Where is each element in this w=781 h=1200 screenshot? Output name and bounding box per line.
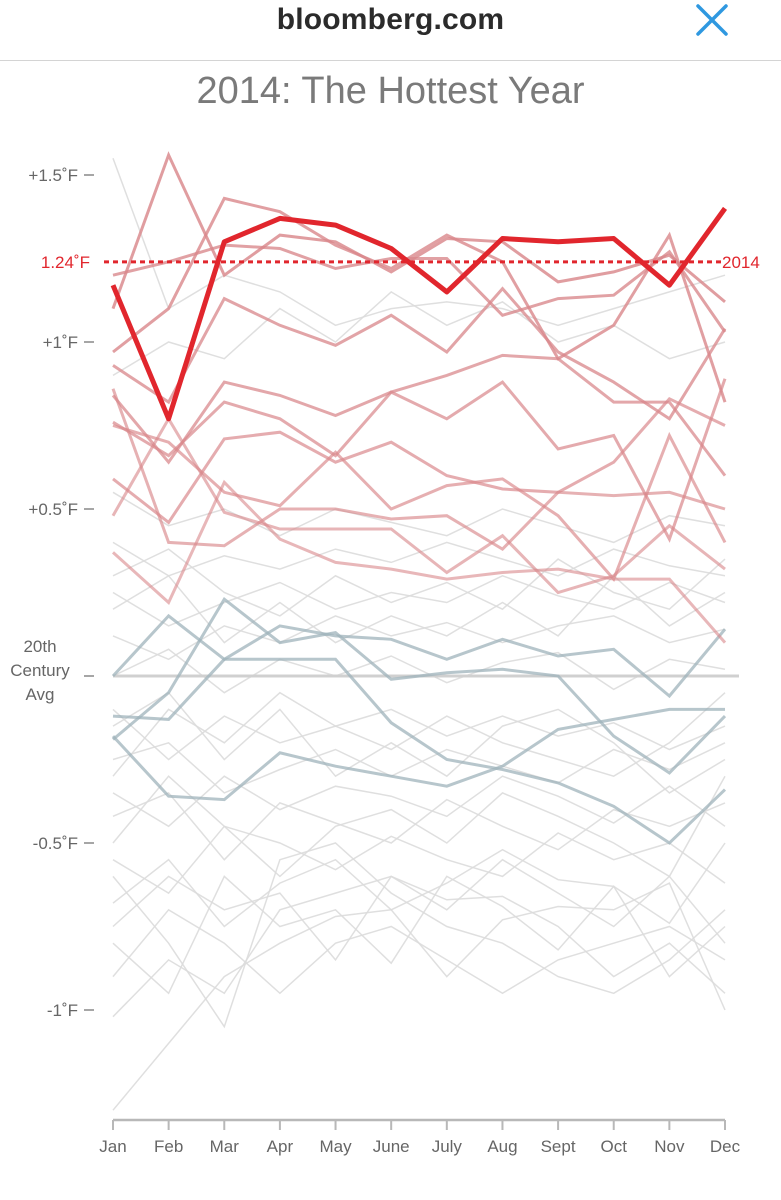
series-line-background [112, 691, 726, 778]
reference-value-label: 1.24˚F [41, 253, 90, 272]
x-tick-label: May [319, 1137, 352, 1156]
x-tick-label: Sept [541, 1137, 576, 1156]
series-line-warm [111, 415, 726, 595]
series-line-background [112, 691, 726, 794]
series-line-warm [111, 353, 727, 477]
series-line-background [112, 741, 726, 794]
series-end-label-2014: 2014 [722, 253, 760, 272]
x-tick-label: Aug [487, 1137, 517, 1156]
series-line-background [112, 842, 726, 1029]
series-line-cool [112, 657, 727, 845]
series-line-background [112, 158, 726, 327]
series-line-background [112, 708, 726, 761]
series-line-warm [112, 396, 726, 525]
close-button[interactable] [694, 2, 730, 38]
series-line-warm [112, 286, 727, 421]
series-line-cool [112, 596, 727, 775]
series-line-background [112, 858, 726, 962]
series-line-background [112, 875, 726, 1018]
series-line-warm [112, 196, 727, 403]
x-tick-label: Mar [210, 1137, 240, 1156]
x-tick-label: Feb [154, 1137, 183, 1156]
series-line-background [112, 648, 726, 694]
series-line-background [112, 842, 726, 928]
x-tick-label: Dec [710, 1137, 741, 1156]
series-line-background [112, 615, 726, 661]
x-tick-label: Nov [654, 1137, 685, 1156]
series-line-cool [111, 707, 725, 802]
series-line-background [112, 908, 726, 995]
x-tick-label: Apr [267, 1137, 294, 1156]
series-line-background [112, 574, 726, 627]
x-tick-label: July [432, 1137, 463, 1156]
x-tick-label: Oct [601, 1137, 628, 1156]
y-tick-label: +0.5˚F [28, 500, 78, 519]
top-bar: bloomberg.com [0, 0, 781, 61]
y-tick-label: 20th Century Avg [10, 637, 70, 704]
series-line-warm [111, 479, 727, 644]
y-tick-label: -1˚F [47, 1001, 78, 1020]
chart-title: 2014: The Hottest Year [196, 70, 585, 112]
line-chart: 1.24˚F 2014 +1.5˚F +1˚F +0.5˚F 20th Century Avg… [10, 151, 760, 1156]
series-line-warm [112, 424, 727, 582]
series-line-2014 [110, 206, 728, 422]
series-line-warm [111, 388, 726, 551]
series-line-warm [112, 243, 727, 333]
series-line-background [112, 548, 726, 617]
x-tick-label: June [373, 1137, 410, 1156]
series-line-warm [111, 151, 726, 310]
y-tick-label: +1.5˚F [28, 166, 78, 185]
site-url: bloomberg.com [276, 3, 505, 36]
series-line-background [112, 491, 726, 544]
series-line-background [112, 825, 726, 895]
close-x-icon [696, 4, 728, 36]
series-line-background [112, 290, 726, 377]
series-line-background [112, 574, 726, 644]
series-line-background [112, 875, 726, 995]
series-line-cool [111, 613, 727, 699]
series-line-background [112, 775, 726, 878]
x-tick-label: Jan [99, 1137, 126, 1156]
y-tick-label: +1˚F [43, 333, 78, 352]
y-tick-label: -0.5˚F [33, 834, 78, 853]
